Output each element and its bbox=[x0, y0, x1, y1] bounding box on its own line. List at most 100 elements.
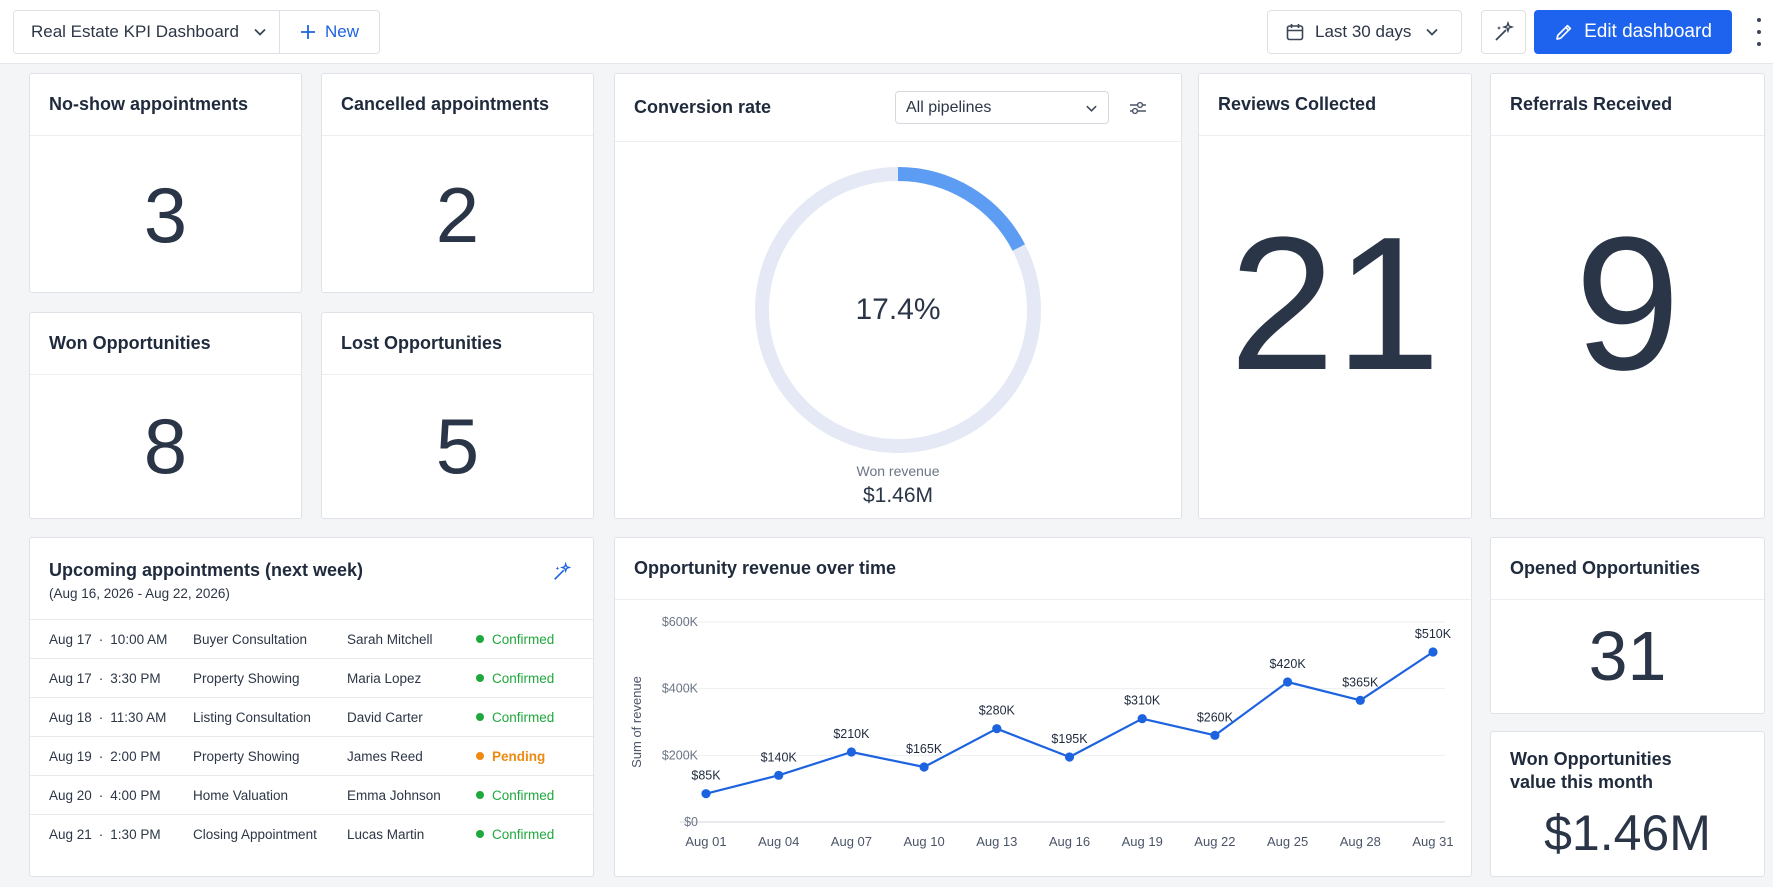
top-bar: Real Estate KPI Dashboard New Last 30 da… bbox=[0, 0, 1773, 64]
appointment-row[interactable]: Aug 17 · 3:30 PM Property Showing Maria Lope… bbox=[30, 658, 593, 698]
kpi-value: 5 bbox=[435, 402, 480, 490]
ai-assist-button[interactable] bbox=[1481, 10, 1526, 54]
appointment-row[interactable]: Aug 18 · 11:30 AM Listing Consultation David… bbox=[30, 697, 593, 737]
status-dot bbox=[476, 829, 484, 838]
data-point bbox=[1355, 695, 1365, 705]
card-title: Upcoming appointments (next week) bbox=[49, 560, 364, 580]
x-tick-label: Aug 19 bbox=[1122, 834, 1163, 849]
won-opportunities-card: Won Opportunities 8 bbox=[29, 312, 302, 519]
appointment-time: 1:30 PM bbox=[110, 826, 161, 842]
data-point bbox=[701, 789, 711, 799]
appointment-datetime: Aug 17 · 10:00 AM bbox=[30, 620, 193, 659]
appointment-time: 11:30 AM bbox=[110, 709, 167, 725]
appointment-date: Aug 20 bbox=[49, 787, 92, 803]
data-label: $280K bbox=[979, 704, 1016, 718]
appointment-row[interactable]: Aug 19 · 2:00 PM Property Showing James Reed… bbox=[30, 736, 593, 776]
data-point bbox=[992, 724, 1002, 734]
appointment-client: Sarah Mitchell bbox=[347, 631, 433, 647]
won-revenue-label: Won revenue bbox=[856, 463, 940, 479]
data-label: $260K bbox=[1197, 710, 1234, 724]
appointment-time: 10:00 AM bbox=[110, 631, 168, 647]
edit-dashboard-button[interactable]: Edit dashboard bbox=[1534, 10, 1732, 54]
edit-label: Edit dashboard bbox=[1584, 21, 1712, 42]
x-tick-label: Aug 13 bbox=[976, 834, 1017, 849]
x-tick-label: Aug 07 bbox=[831, 834, 872, 849]
conversion-gauge bbox=[755, 167, 1041, 453]
date-range-label: Last 30 days bbox=[1315, 22, 1412, 41]
data-label: $165K bbox=[906, 742, 943, 756]
card-title: Won Opportunities value this month bbox=[1510, 748, 1672, 794]
appointment-row[interactable]: Aug 20 · 4:00 PM Home Valuation Emma Johnson… bbox=[30, 775, 593, 815]
data-point bbox=[846, 747, 856, 757]
appointment-date: Aug 17 bbox=[49, 631, 92, 647]
chevron-down-icon bbox=[1426, 28, 1439, 36]
data-point bbox=[1283, 677, 1293, 687]
dashboard-selector[interactable]: Real Estate KPI Dashboard bbox=[14, 11, 280, 53]
appointment-type: Listing Consultation bbox=[193, 709, 311, 725]
pipeline-select[interactable]: All pipelines bbox=[895, 91, 1109, 124]
upcoming-appointments-card: Upcoming appointments (next week) (Aug 1… bbox=[29, 537, 594, 877]
series-line bbox=[705, 651, 1434, 795]
date-range-picker[interactable]: Last 30 days bbox=[1267, 10, 1462, 54]
pencil-icon bbox=[1556, 24, 1572, 40]
x-tick-label: Aug 16 bbox=[1049, 834, 1090, 849]
appointment-type: Property Showing bbox=[193, 670, 300, 686]
chevron-down-icon bbox=[254, 28, 266, 36]
separator-dot: · bbox=[98, 826, 104, 842]
appointment-row[interactable]: Aug 17 · 10:00 AM Buyer Consultation Sarah M… bbox=[30, 619, 593, 659]
x-tick-label: Aug 31 bbox=[1412, 834, 1453, 849]
new-dashboard-button[interactable]: New bbox=[280, 11, 379, 53]
data-label: $140K bbox=[761, 750, 798, 764]
status-badge: Pending bbox=[492, 748, 546, 764]
appointments-table: Aug 17 · 10:00 AM Buyer Consultation Sarah M… bbox=[30, 619, 593, 854]
referrals-received-card: Referrals Received 9 bbox=[1490, 73, 1765, 519]
card-title: Opportunity revenue over time bbox=[615, 538, 1471, 600]
status-dot bbox=[476, 790, 484, 799]
magic-wand-icon[interactable] bbox=[552, 561, 572, 587]
status-dot bbox=[476, 751, 484, 760]
x-tick-label: Aug 22 bbox=[1194, 834, 1235, 849]
appointment-status: Confirmed bbox=[476, 659, 593, 698]
appointment-time: 2:00 PM bbox=[110, 748, 161, 764]
data-label: $195K bbox=[1051, 732, 1088, 746]
revenue-line-chart: $0 $200K $400K $600K Sum of revenue Aug 01 Aug… bbox=[629, 615, 1454, 849]
appointment-status: Pending bbox=[476, 737, 593, 776]
card-title: Won Opportunities bbox=[30, 313, 301, 375]
no-show-card: No-show appointments 3 bbox=[29, 73, 302, 293]
appointment-client: Emma Johnson bbox=[347, 787, 441, 803]
appointment-status: Confirmed bbox=[476, 698, 593, 737]
separator-dot: · bbox=[98, 670, 104, 686]
kpi-value: 2 bbox=[435, 171, 480, 259]
card-title: Cancelled appointments bbox=[322, 74, 593, 136]
y-tick-label: $400K bbox=[662, 682, 699, 696]
card-title-line-1: Won Opportunities bbox=[1510, 749, 1672, 769]
appointment-type: Property Showing bbox=[193, 748, 300, 764]
status-badge: Confirmed bbox=[492, 787, 555, 803]
appointment-client: David Carter bbox=[347, 709, 423, 725]
data-label: $310K bbox=[1124, 694, 1161, 708]
data-point bbox=[1137, 714, 1147, 724]
appointment-client: Lucas Martin bbox=[347, 826, 425, 842]
kpi-value: 3 bbox=[143, 171, 188, 259]
more-options-icon[interactable] bbox=[1752, 18, 1766, 46]
y-tick-label: $600K bbox=[662, 615, 699, 629]
appointment-date: Aug 21 bbox=[49, 826, 92, 842]
status-badge: Confirmed bbox=[492, 631, 555, 647]
appointment-status: Confirmed bbox=[476, 620, 593, 659]
appointment-client: James Reed bbox=[347, 748, 423, 764]
dashboard-switcher-group: Real Estate KPI Dashboard New bbox=[13, 10, 380, 54]
kpi-value: $1.46M bbox=[1544, 805, 1711, 861]
data-point bbox=[1064, 752, 1075, 762]
card-title: Referrals Received bbox=[1491, 74, 1764, 136]
magic-wand-icon bbox=[1494, 21, 1514, 41]
appointment-datetime: Aug 20 · 4:00 PM bbox=[30, 776, 193, 815]
data-point bbox=[919, 762, 929, 772]
appointment-date: Aug 18 bbox=[49, 709, 92, 725]
data-point bbox=[774, 770, 784, 780]
separator-dot: · bbox=[98, 748, 104, 764]
appointment-row[interactable]: Aug 21 · 1:30 PM Closing Appointment Lucas M… bbox=[30, 814, 593, 854]
data-point bbox=[1210, 730, 1220, 740]
appointment-date: Aug 19 bbox=[49, 748, 92, 764]
filter-settings-icon[interactable] bbox=[1125, 95, 1151, 121]
card-subtitle: (Aug 16, 2026 - Aug 22, 2026) bbox=[49, 586, 230, 601]
